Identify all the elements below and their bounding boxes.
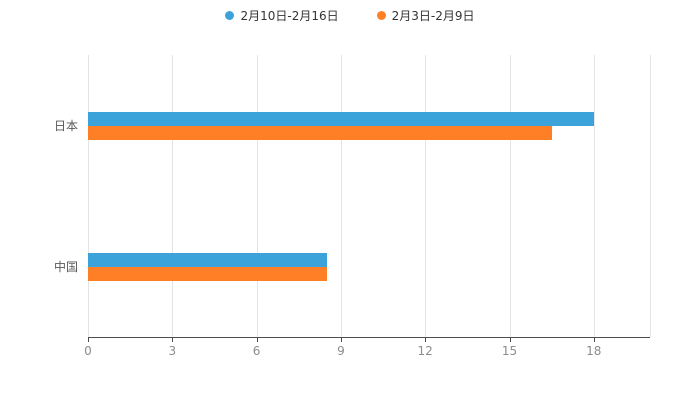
- legend-item[interactable]: 2月3日-2月9日: [376, 7, 475, 24]
- axis-tick: [340, 337, 342, 342]
- gridline: [650, 55, 651, 337]
- gridline: [88, 55, 89, 337]
- legend: 2月10日-2月16日 2月3日-2月9日: [0, 7, 700, 24]
- gridline: [256, 55, 258, 337]
- gridline: [172, 55, 174, 337]
- gridline: [593, 55, 595, 337]
- axis-tick: [172, 337, 174, 342]
- category-band: 日本: [54, 55, 650, 196]
- gridline: [509, 55, 511, 337]
- axis-tick: [593, 337, 595, 342]
- x-axis-labels: 0 3 6 9 12 15 18: [84, 344, 650, 360]
- x-tick-label: 15: [501, 344, 518, 358]
- bar: [88, 125, 552, 140]
- legend-marker-icon: [225, 11, 235, 20]
- gridline: [340, 55, 342, 337]
- category-label: 日本: [53, 119, 78, 133]
- category-label: 中国: [53, 260, 78, 274]
- bar: [88, 252, 327, 267]
- axis-tick: [88, 337, 89, 342]
- category-band: 中国: [54, 196, 650, 337]
- x-tick-label: 9: [337, 344, 345, 358]
- gridline: [425, 55, 427, 337]
- legend-marker-icon: [376, 11, 386, 20]
- legend-item[interactable]: 2月10日-2月16日: [225, 7, 339, 24]
- legend-label: 2月3日-2月9日: [391, 9, 475, 23]
- axis-tick: [509, 337, 511, 342]
- x-tick-label: 12: [417, 344, 433, 358]
- plot-area: 日本 中国: [54, 55, 651, 342]
- x-tick-label: 3: [168, 344, 177, 358]
- x-tick-label: 6: [252, 344, 261, 358]
- axis-tick: [256, 337, 258, 342]
- legend-label: 2月10日-2月16日: [240, 9, 339, 23]
- axis-tick: [425, 337, 427, 342]
- bar: [88, 111, 594, 126]
- x-tick-label: 0: [84, 344, 92, 358]
- x-tick-label: 18: [586, 344, 602, 358]
- bar: [88, 266, 327, 281]
